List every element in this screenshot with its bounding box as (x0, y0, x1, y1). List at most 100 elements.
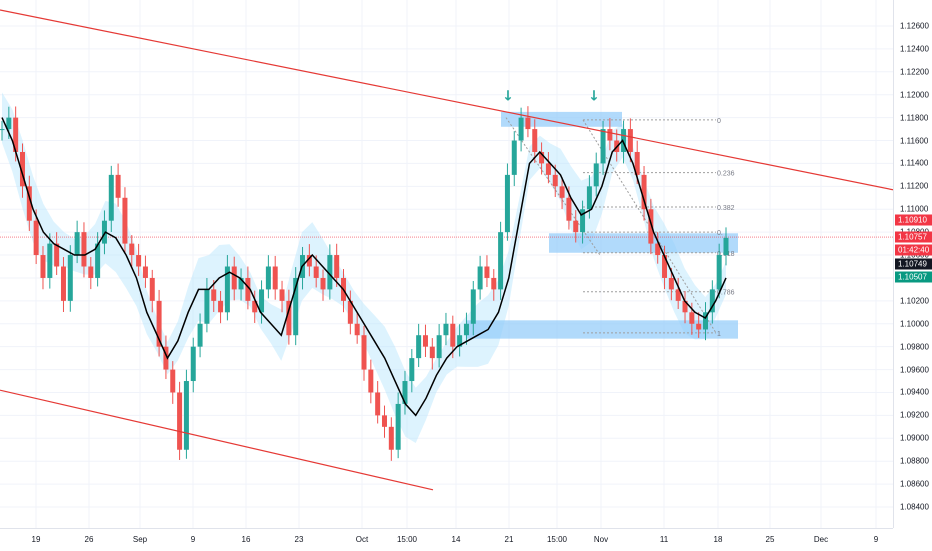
candle (47, 243, 53, 278)
candle (231, 266, 237, 290)
candle (347, 300, 353, 324)
time-tick-label: 19 (31, 535, 41, 544)
candle (67, 255, 73, 301)
time-tick-label: 9 (873, 535, 879, 544)
candle (170, 369, 176, 393)
price-tick-label: 1.09200 (900, 410, 929, 420)
candle (552, 174, 558, 187)
candle (402, 381, 408, 404)
price-tick-label: 1.08800 (900, 456, 929, 466)
candle (709, 289, 715, 313)
candle (388, 426, 394, 450)
candle (122, 197, 128, 244)
candle (136, 255, 142, 267)
candle (26, 186, 32, 221)
candle (6, 117, 12, 130)
candle (149, 277, 155, 301)
price-tick-label: 1.08600 (900, 479, 929, 489)
candle (696, 323, 702, 330)
candle (627, 129, 633, 152)
price-tick-label: 1.11000 (900, 204, 929, 214)
fib-label: 0.786 (717, 290, 735, 297)
price-tag: 1.10910 (895, 214, 932, 226)
candle (108, 174, 114, 221)
fib-label: 0.236 (717, 171, 735, 178)
candle (293, 277, 299, 336)
time-tick-label: 23 (294, 535, 304, 544)
trendline-lower-channel (0, 389, 434, 491)
candle (190, 346, 196, 382)
candle (54, 243, 60, 267)
candle (641, 174, 647, 210)
candle (218, 300, 224, 313)
candle (621, 129, 627, 152)
candle (593, 163, 599, 187)
price-tick-label: 1.08400 (900, 502, 929, 512)
candle (559, 186, 565, 198)
candle (545, 163, 551, 175)
price-tick-label: 1.11200 (900, 181, 929, 191)
candle (655, 243, 661, 256)
price-tick-label: 1.09000 (900, 433, 929, 443)
candle (511, 140, 517, 175)
time-tick-label: 25 (765, 535, 775, 544)
candle (279, 289, 285, 301)
candle (361, 335, 367, 370)
candle (183, 381, 189, 450)
candle (477, 266, 483, 290)
trendline-upper-channel (0, 9, 893, 191)
candle (518, 117, 524, 141)
time-axis[interactable]: 19 26 Sep 9 16 23 Oct 15:00 14 21 15:00 Nov 11 18 25 De… (0, 528, 893, 551)
candle (525, 117, 531, 130)
time-tick-label: Sep (132, 535, 148, 544)
candle (600, 129, 606, 164)
candle (381, 415, 387, 427)
price-tick-label: 1.12400 (900, 44, 929, 54)
candle (129, 243, 135, 256)
time-tick-label: Nov (593, 535, 609, 544)
candle (0, 129, 5, 131)
fib-label: 0 (717, 118, 721, 125)
price-tick-label: 1.11600 (900, 136, 929, 146)
time-tick-label: Dec (813, 535, 829, 544)
price-tick-label: 1.09600 (900, 365, 929, 375)
candle (327, 255, 333, 290)
candle (586, 186, 592, 210)
candle (484, 266, 490, 278)
fib-label: 1 (717, 331, 721, 338)
candle (491, 277, 497, 290)
candle (682, 300, 688, 313)
candle (265, 266, 271, 290)
down-arrow-icon: ↓ (502, 88, 514, 104)
candle (177, 392, 183, 450)
candle (33, 220, 39, 256)
candle (409, 358, 415, 382)
time-tick-label: 14 (451, 535, 461, 544)
time-tick-label: 11 (659, 535, 669, 544)
price-tick-label: 1.11400 (900, 158, 929, 168)
candle (60, 266, 66, 301)
candle (689, 312, 695, 324)
price-tick-label: 1.12600 (900, 21, 929, 31)
price-axis[interactable]: 1.12600 1.12400 1.12200 1.12000 1.11800 1.116… (893, 0, 932, 528)
price-tick-label: 1.10000 (900, 319, 929, 329)
price-tick-label: 1.11800 (900, 113, 929, 123)
candle (703, 312, 709, 330)
candle (95, 243, 101, 278)
zone-middle (549, 233, 738, 253)
price-tag: 01:42:40 (895, 244, 932, 256)
fib-label: 0. (717, 230, 723, 237)
candle (723, 237, 729, 256)
time-tick-label: 26 (84, 535, 94, 544)
price-tick-label: 1.12000 (900, 90, 929, 100)
candle (156, 300, 162, 347)
candle (334, 255, 340, 278)
candle (539, 151, 545, 164)
candle (245, 277, 251, 301)
candle (259, 289, 265, 313)
price-tick-label: 1.09800 (900, 342, 929, 352)
zone-upper (501, 111, 622, 127)
candle (197, 323, 203, 347)
